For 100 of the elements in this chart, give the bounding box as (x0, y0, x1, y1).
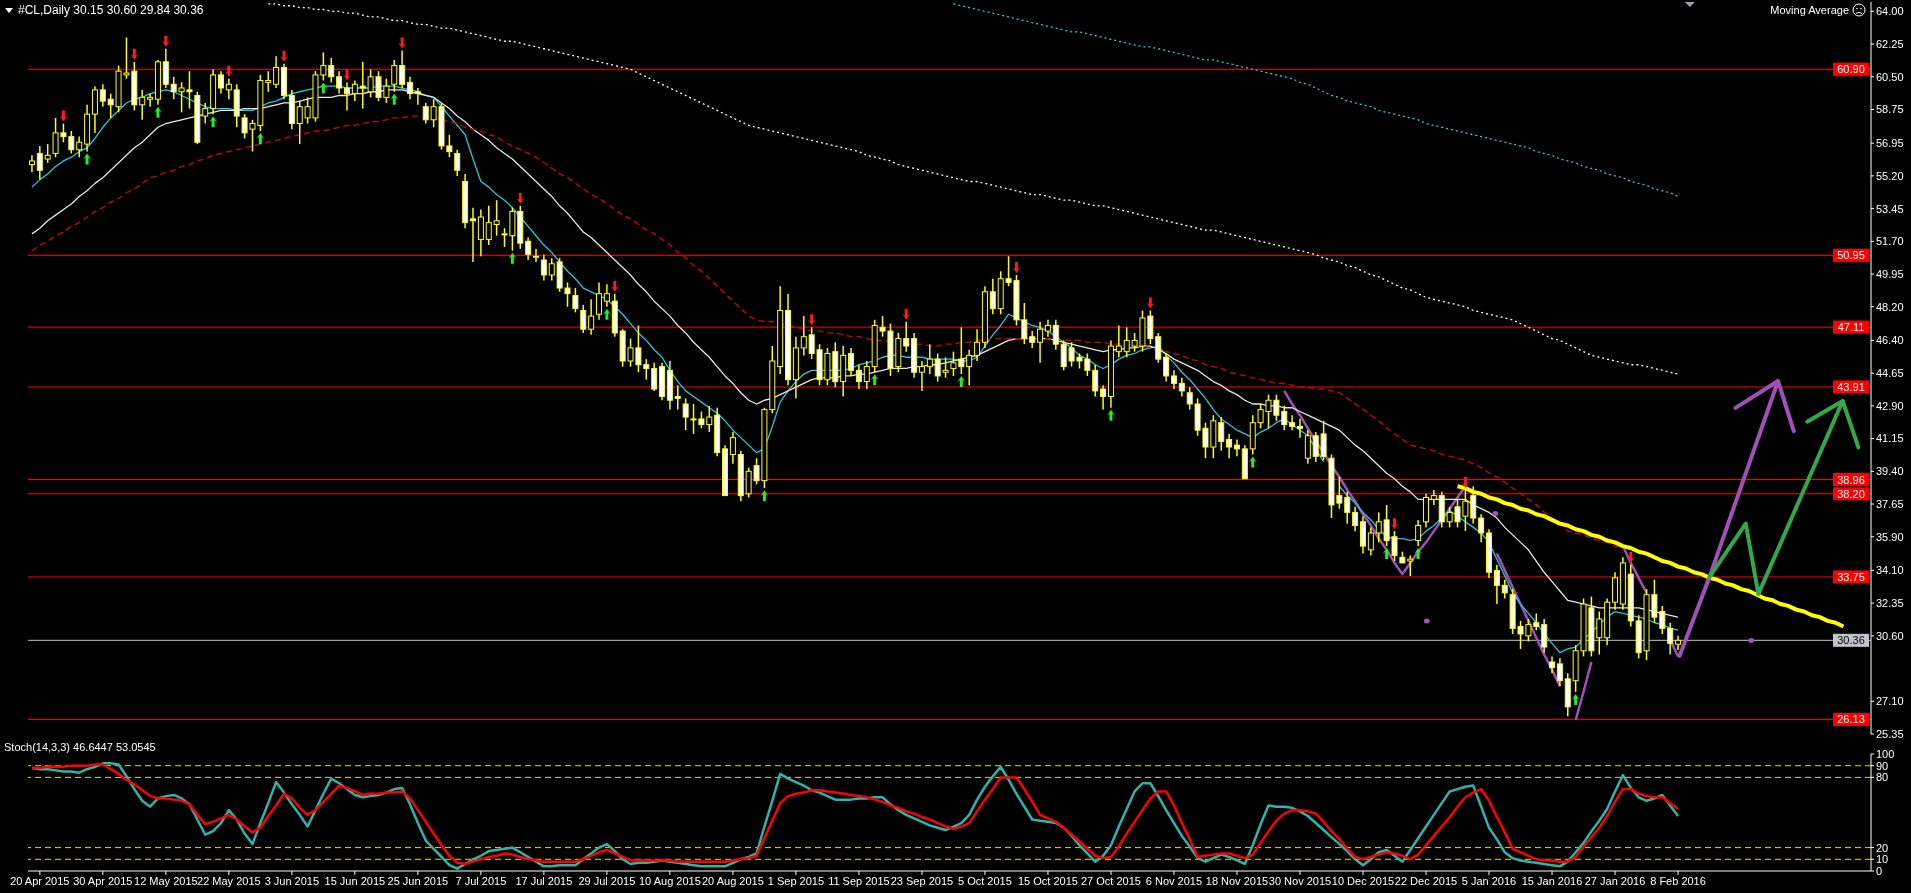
candlestick (1170, 369, 1177, 390)
ref-line-label: 38.96 (1837, 473, 1865, 486)
y-tick-label: 42.90 (1876, 399, 1904, 412)
y-tick-label: 46.40 (1876, 334, 1904, 347)
candlestick (1092, 363, 1099, 398)
y-tick-label: 32.35 (1876, 597, 1904, 610)
x-tick-label: 23 Sep 2015 (890, 874, 954, 887)
candlestick (1304, 429, 1311, 465)
x-tick-label: 8 Feb 2016 (1650, 874, 1706, 887)
y-tick-label: 53.45 (1876, 202, 1904, 215)
candlestick (1226, 433, 1233, 459)
candlestick (682, 397, 689, 431)
candlestick (1115, 324, 1122, 358)
x-tick-label: 30 Apr 2015 (73, 874, 133, 887)
candlestick (265, 70, 272, 93)
y-tick-label: 0 (1876, 864, 1883, 877)
x-tick-label: 5 Oct 2015 (958, 874, 1012, 887)
candlestick (147, 92, 154, 108)
candlestick (343, 81, 350, 112)
candlestick (1163, 352, 1170, 383)
ref-line-label: 30.36 (1837, 634, 1865, 647)
candlestick (729, 431, 736, 465)
candlestick (918, 360, 925, 392)
candlestick (414, 87, 421, 106)
candlestick (273, 55, 280, 89)
candlestick (202, 102, 209, 125)
x-tick-label: 20 Aug 2015 (702, 874, 764, 887)
candlestick (651, 362, 658, 392)
y-tick-label: 49.95 (1876, 267, 1904, 280)
candlestick (76, 135, 83, 158)
ref-line-label: 50.95 (1837, 249, 1865, 262)
candlestick (1296, 418, 1303, 439)
candlestick (966, 349, 973, 387)
candlestick (1100, 384, 1107, 411)
candlestick (1667, 622, 1674, 656)
y-tick-label: 58.75 (1876, 103, 1904, 116)
ref-line-label: 47.11 (1837, 321, 1865, 334)
y-tick-label: 25.35 (1876, 727, 1904, 740)
x-tick-label: 10 Aug 2015 (639, 874, 701, 887)
y-tick-label: 41.15 (1876, 432, 1904, 445)
candlestick (336, 70, 343, 95)
candlestick (225, 77, 232, 100)
x-tick-label: 15 Oct 2015 (1017, 874, 1078, 887)
chart-title: Stoch(14,3,3) 46.6447 53.0545 (4, 741, 156, 753)
candlestick (399, 49, 406, 89)
x-tick-label: 17 Jul 2015 (515, 874, 573, 887)
candlestick (1052, 319, 1059, 351)
y-tick-label: 44.65 (1876, 367, 1904, 380)
y-tick-label: 20 (1876, 841, 1889, 854)
x-tick-label: 15 Jan 2016 (1521, 874, 1583, 887)
x-tick-label: 27 Oct 2015 (1080, 874, 1141, 887)
candlestick (525, 236, 532, 261)
candlestick (217, 70, 224, 95)
line-series (952, 3, 1679, 198)
candlestick (391, 59, 398, 93)
y-tick-label: 56.95 (1876, 137, 1904, 150)
y-tick-label: 100 (1876, 747, 1895, 760)
candlestick (406, 76, 413, 100)
y-tick-label: 62.25 (1876, 37, 1904, 50)
candlestick (1037, 320, 1044, 364)
candlestick (1556, 657, 1563, 688)
candlestick (1352, 506, 1359, 532)
candlestick (603, 283, 610, 308)
candlestick (454, 148, 461, 177)
x-tick-label: 15 Jun 2015 (324, 874, 386, 887)
candlestick (470, 206, 476, 263)
candlestick (533, 248, 540, 263)
y-tick-label: 35.90 (1876, 530, 1904, 543)
x-tick-label: 7 Jul 2015 (455, 874, 507, 887)
candlestick (974, 328, 981, 362)
candlestick (1367, 526, 1374, 557)
x-tick-label: 20 Apr 2015 (10, 874, 70, 887)
line-series (267, 3, 1679, 375)
candlestick (855, 363, 862, 390)
candlestick (863, 360, 870, 390)
candlestick (1501, 579, 1508, 600)
candlestick (477, 208, 484, 258)
candlestick (1541, 618, 1548, 654)
candlestick (588, 298, 595, 336)
x-tick-label: 22 May 2015 (197, 874, 261, 887)
candlestick (1155, 332, 1162, 364)
candlestick (1478, 513, 1485, 544)
candlestick (540, 253, 547, 282)
y-tick-label: 37.65 (1876, 497, 1904, 510)
candlestick (28, 154, 35, 173)
x-tick-label: 27 Jan 2016 (1584, 874, 1646, 887)
x-tick-label: 29 Jul 2015 (578, 874, 636, 887)
candlestick (800, 315, 807, 357)
candlestick (1289, 414, 1296, 431)
candlestick (44, 143, 51, 164)
x-tick-label: 30 Nov 2015 (1268, 874, 1332, 887)
annotation: Moving Average (1770, 4, 1849, 16)
x-tick-label: 3 Jun 2015 (264, 874, 320, 887)
candlestick (596, 281, 603, 321)
candlestick (139, 89, 146, 121)
y-tick-label: 64.00 (1876, 5, 1904, 18)
candlestick (162, 47, 169, 89)
y-tick-label: 80 (1876, 771, 1889, 784)
y-tick-label: 48.20 (1876, 300, 1904, 313)
candlestick (848, 347, 855, 377)
